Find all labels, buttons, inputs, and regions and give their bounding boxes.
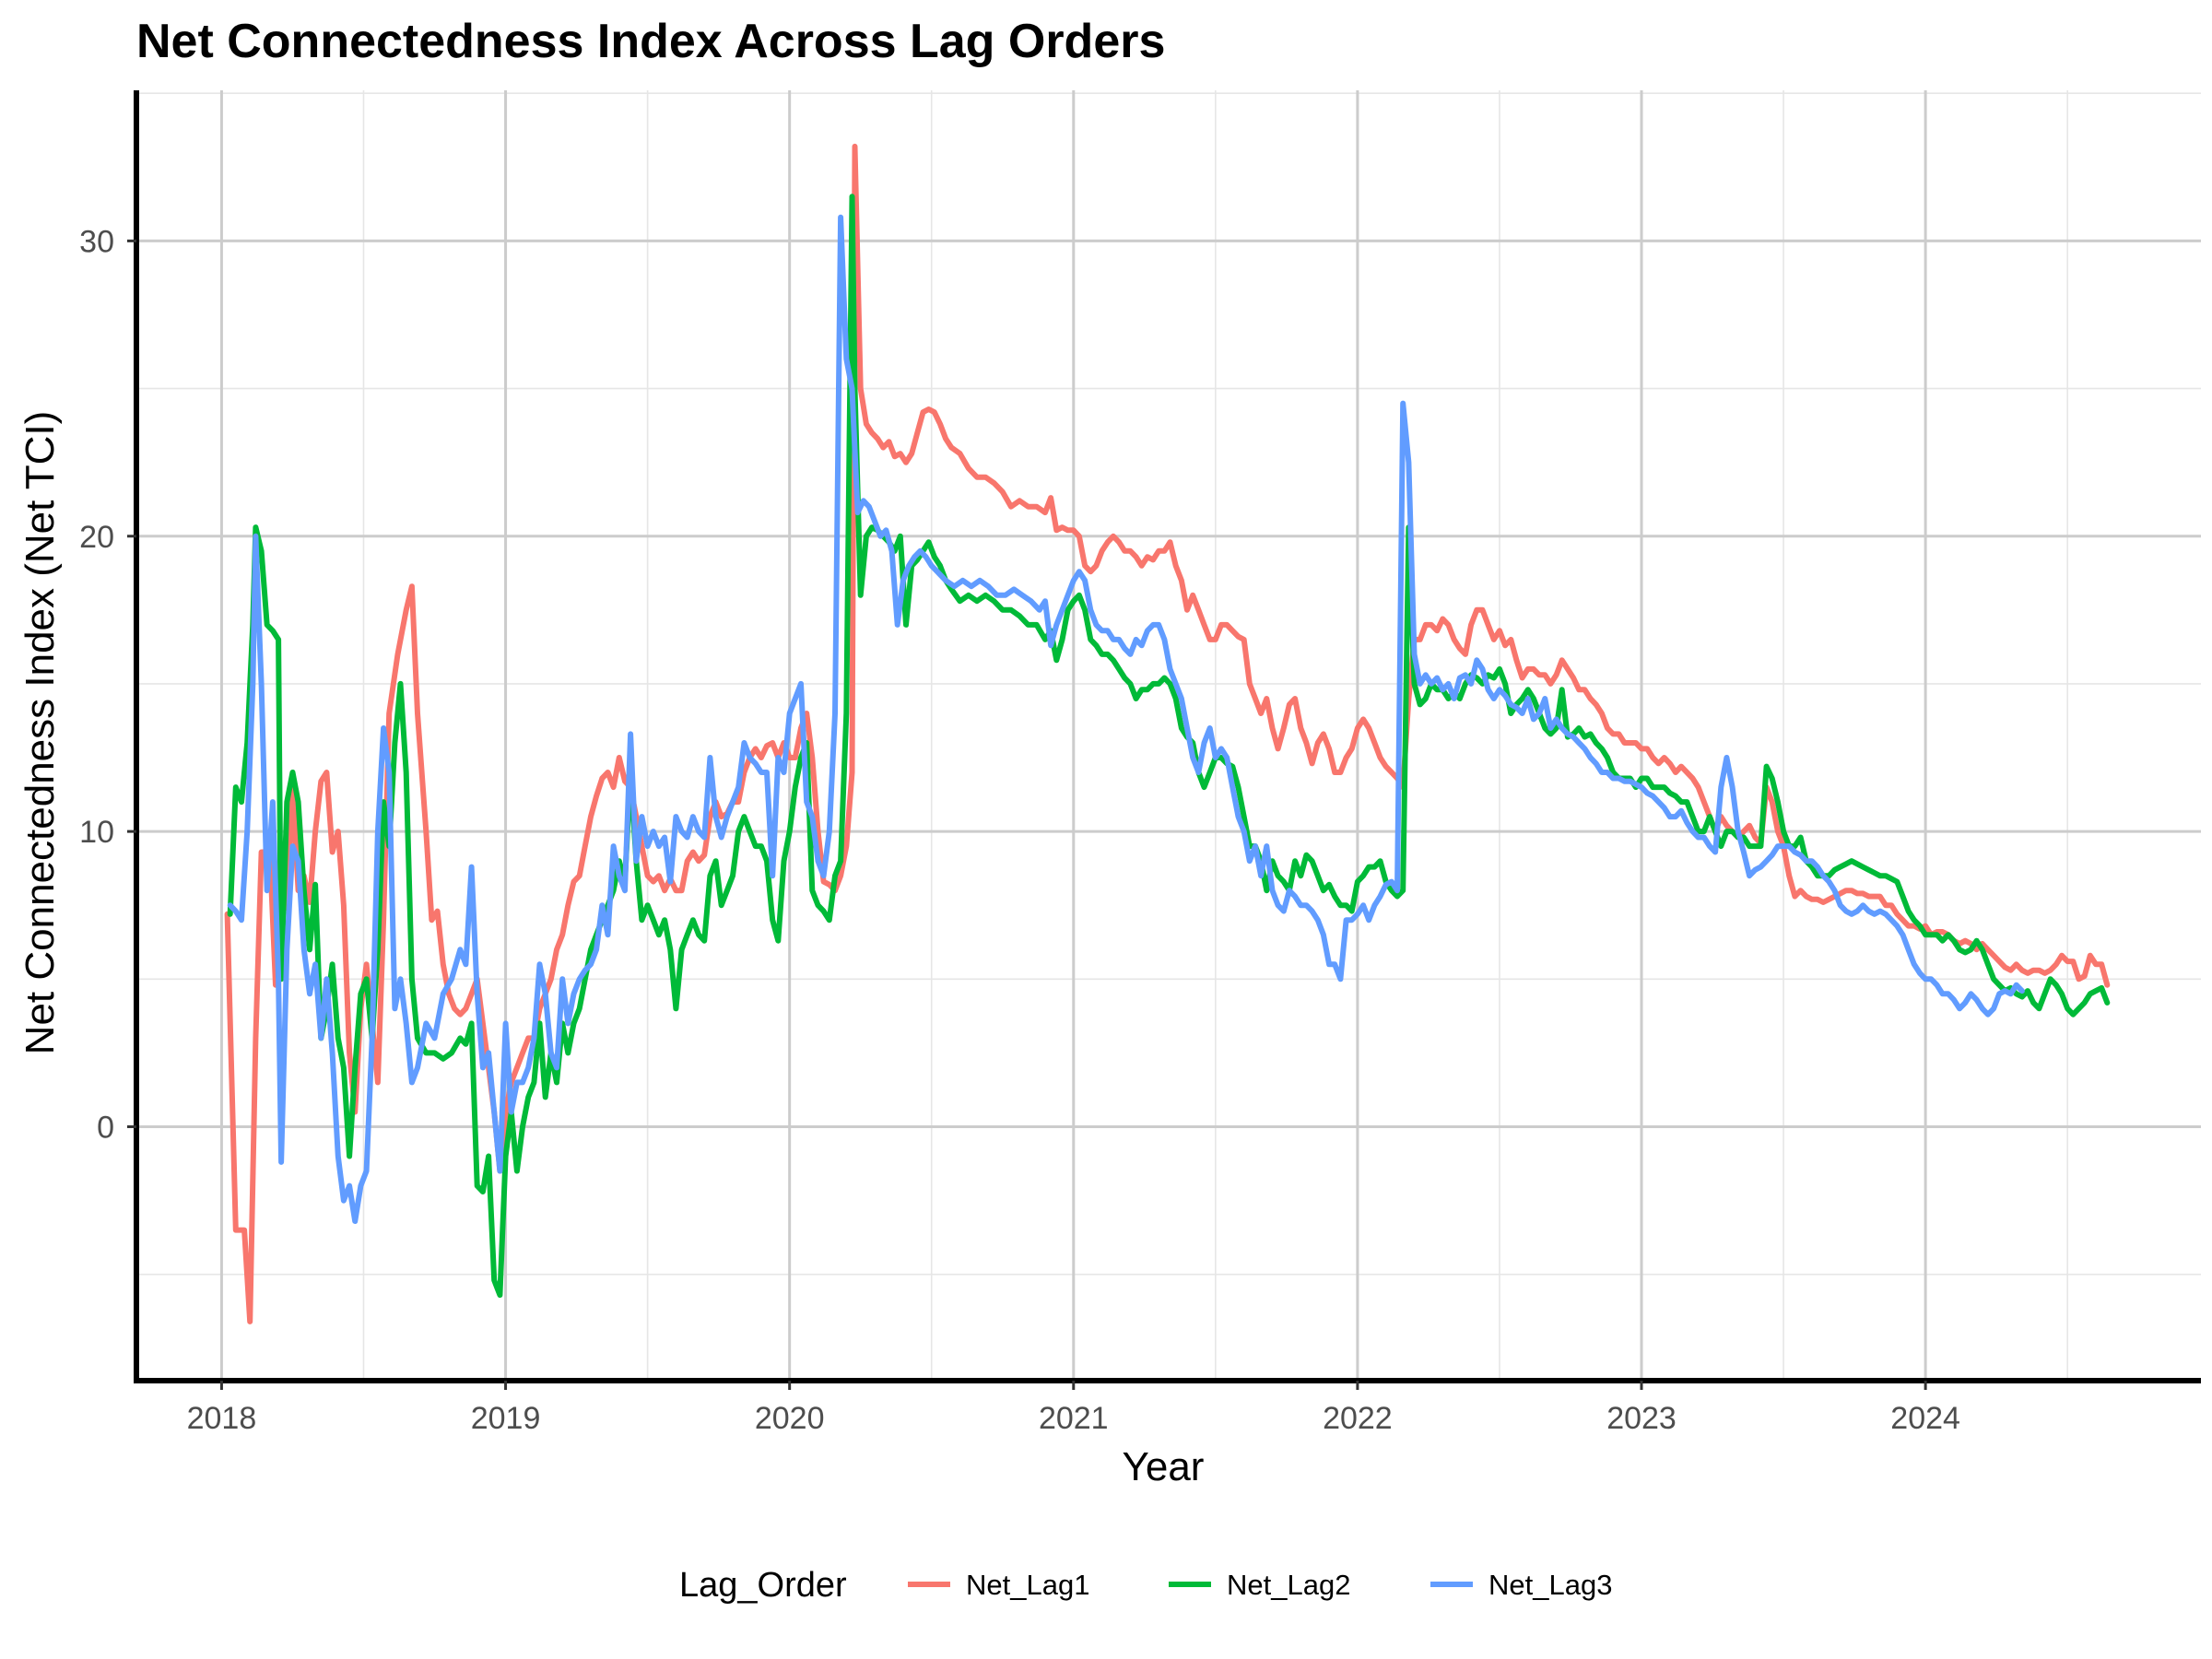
- legend: Lag_Order Net_Lag1 Net_Lag2 Net_Lag3: [679, 1566, 1612, 1605]
- y-tick-label: 10: [79, 815, 114, 850]
- series-layer: [224, 143, 2111, 1324]
- legend-item: Net_Lag3: [1430, 1569, 1612, 1601]
- legend-label: Net_Lag2: [1227, 1569, 1350, 1601]
- x-tick-label: 2022: [1323, 1401, 1393, 1436]
- tick-layer: 2018 2019 2020 2021 2022 2023 2024 0 10 20 30: [79, 224, 1960, 1436]
- x-tick-label: 2020: [755, 1401, 825, 1436]
- x-tick-label: 2018: [187, 1401, 257, 1436]
- legend-item: Net_Lag2: [1169, 1569, 1350, 1601]
- series-line-net-lag3: [227, 214, 2025, 1224]
- legend-title: Lag_Order: [679, 1566, 847, 1605]
- x-tick-label: 2019: [471, 1401, 541, 1436]
- x-tick-label: 2024: [1890, 1401, 1960, 1436]
- x-tick-label: 2023: [1606, 1401, 1677, 1436]
- legend-label: Net_Lag3: [1488, 1569, 1612, 1601]
- chart-title: Net Connectedness Index Across Lag Order…: [136, 15, 1165, 68]
- axis-layer: [127, 90, 2201, 1390]
- y-tick-label: 30: [79, 224, 114, 259]
- y-axis-label: Net Connectedness Index (Net TCI): [18, 411, 63, 1055]
- series-line-net-lag1: [224, 143, 2111, 1324]
- legend-label: Net_Lag1: [966, 1569, 1089, 1601]
- y-tick-label: 20: [79, 520, 114, 555]
- x-tick-label: 2021: [1039, 1401, 1109, 1436]
- legend-items: Net_Lag1 Net_Lag2 Net_Lag3: [908, 1569, 1612, 1601]
- legend-item: Net_Lag1: [908, 1569, 1089, 1601]
- y-tick-label: 0: [97, 1110, 114, 1145]
- x-axis-label: Year: [1123, 1444, 1205, 1489]
